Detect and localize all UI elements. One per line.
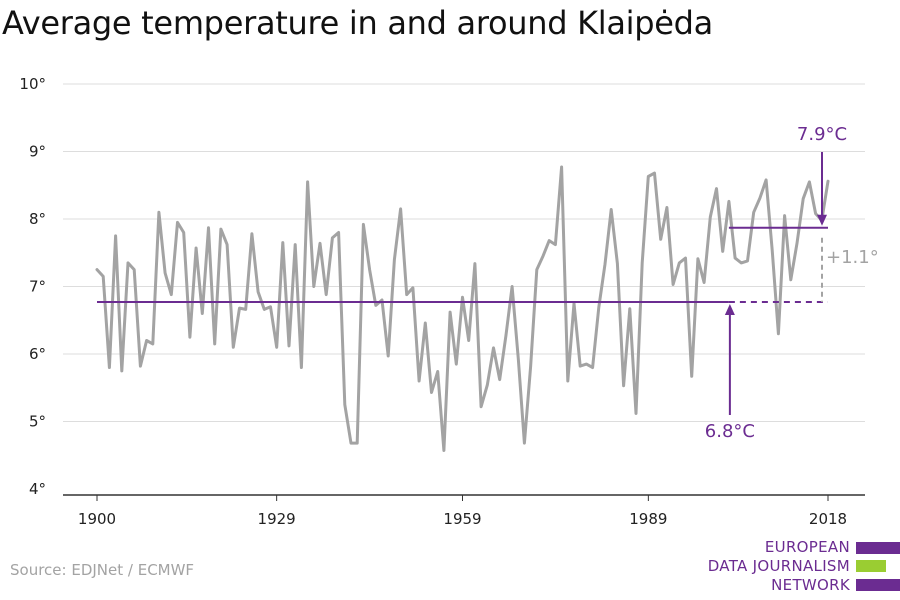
x-tick-label: 1929 [258, 510, 296, 528]
baseline-arrowhead [724, 304, 735, 316]
axes: 4° 5° 6° 7° 8° 9° 10° 1900 1929 1959 1989 2018 [19, 75, 865, 528]
reference-layer [97, 152, 828, 415]
x-tick-label: 1959 [443, 510, 481, 528]
x-tick-label: 2018 [809, 510, 847, 528]
logo-bar-purple-bottom [856, 579, 900, 591]
temperature-series-line [95, 165, 830, 452]
x-tick-label: 1900 [78, 510, 116, 528]
y-tick-label: 6° [29, 345, 46, 363]
chart-title: Average temperature in and around Klaipė… [2, 4, 713, 42]
y-tick-label: 9° [29, 143, 46, 161]
y-tick-label: 5° [29, 413, 46, 431]
source-note: Source: EDJNet / ECMWF [10, 561, 195, 579]
series-layer [95, 165, 830, 452]
y-tick-label: 8° [29, 210, 46, 228]
gridlines [63, 83, 865, 422]
edjnet-logo: EUROPEAN DATA JOURNALISM NETWORK [700, 538, 900, 598]
x-tick-label: 1989 [629, 510, 667, 528]
recent-arrowhead [817, 214, 827, 226]
difference-label: +1.1° [826, 247, 879, 268]
label-layer: 6.8°C 7.9°C +1.1° [705, 124, 879, 442]
baseline-average-label: 6.8°C [705, 421, 755, 442]
logo-line-1: EUROPEAN [764, 538, 850, 556]
y-tick-label: 7° [29, 278, 46, 296]
logo-bar-purple-top [856, 542, 900, 554]
logo-bar-green [856, 560, 886, 572]
y-tick-label: 10° [19, 75, 46, 93]
y-tick-label: 4° [29, 480, 46, 498]
logo-line-3: NETWORK [771, 576, 850, 594]
recent-average-label: 7.9°C [797, 124, 847, 145]
logo-line-2: DATA JOURNALISM [707, 557, 850, 575]
